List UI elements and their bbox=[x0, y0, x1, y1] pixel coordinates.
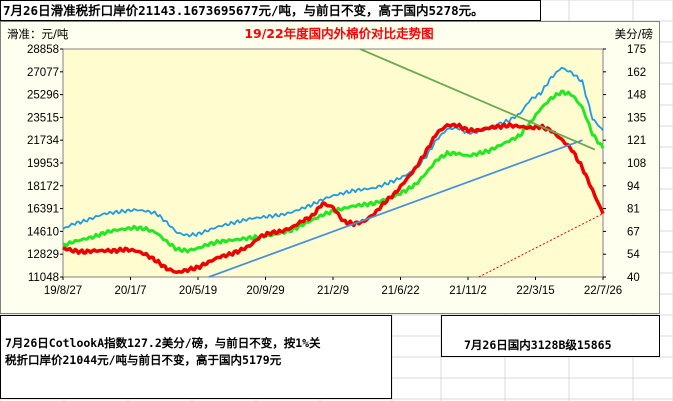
x-tick-label: 22/3/15 bbox=[516, 285, 554, 297]
x-tick-label: 20/9/29 bbox=[246, 285, 284, 297]
right-tick-label: 67 bbox=[627, 226, 640, 238]
right-tick-label: 162 bbox=[627, 67, 646, 79]
annotation-line-2 bbox=[478, 213, 604, 278]
domestic-price-note: 7月26日国内3128B级15865 bbox=[441, 315, 660, 357]
left-tick-label: 25296 bbox=[27, 90, 59, 102]
right-tick-label: 121 bbox=[627, 135, 646, 147]
right-tick-label: 135 bbox=[627, 112, 646, 124]
annotation-line-1 bbox=[359, 48, 596, 151]
plot-area bbox=[62, 48, 604, 278]
cotlook-note-line1: 7月26日CotlookA指数127.2美分/磅，与前日不变，按1%关 bbox=[5, 336, 321, 350]
right-tick-label: 148 bbox=[627, 90, 646, 102]
left-tick-label: 21734 bbox=[27, 135, 60, 147]
price-chart: 滑准：元/吨 美分/磅 19/22年度国内外棉价对比走势图 28858 27077… bbox=[0, 21, 660, 314]
right-tick-label: 54 bbox=[627, 249, 640, 261]
left-tick-label: 18172 bbox=[27, 181, 59, 193]
x-tick-label: 21/2/9 bbox=[317, 285, 349, 297]
x-tick-label: 22/7/26 bbox=[584, 285, 622, 297]
x-tick-label: 20/1/7 bbox=[115, 285, 147, 297]
top-price-note: 7月26日滑准税折口岸价21143.1673695677元/吨，与前日不变，高于… bbox=[0, 0, 541, 21]
chart-title: 19/22年度国内外棉价对比走势图 bbox=[244, 26, 433, 41]
right-tick-label: 81 bbox=[627, 204, 640, 216]
right-tick-label: 40 bbox=[627, 272, 640, 284]
chart-svg: 滑准：元/吨 美分/磅 19/22年度国内外棉价对比走势图 28858 27077… bbox=[7, 26, 653, 297]
right-tick-label: 94 bbox=[627, 181, 640, 193]
left-tick-label: 23515 bbox=[27, 112, 59, 124]
x-tick-label: 19/8/27 bbox=[44, 285, 82, 297]
right-tick-label: 108 bbox=[627, 158, 646, 170]
x-tick-label: 20/5/19 bbox=[179, 285, 217, 297]
annotation-line-0 bbox=[208, 139, 583, 278]
x-tick-label: 21/11/2 bbox=[449, 285, 487, 297]
left-tick-label: 28858 bbox=[27, 44, 59, 56]
series-line-2 bbox=[62, 122, 605, 274]
left-tick-label: 16391 bbox=[27, 204, 59, 216]
cotlook-index-note: 7月26日CotlookA指数127.2美分/磅，与前日不变，按1%关 税折口岸… bbox=[0, 315, 392, 399]
left-tick-label: 19953 bbox=[27, 158, 59, 170]
left-tick-label: 11048 bbox=[28, 272, 59, 284]
x-tick-label: 21/6/22 bbox=[381, 285, 419, 297]
left-tick-label: 27077 bbox=[27, 67, 59, 79]
right-tick-label: 175 bbox=[627, 44, 646, 56]
right-axis-unit: 美分/磅 bbox=[615, 27, 653, 41]
left-tick-label: 12829 bbox=[27, 249, 59, 261]
cotlook-note-line2: 税折口岸价21044元/吨与前日不变，高于国内5179元 bbox=[5, 353, 282, 367]
series-line-0 bbox=[62, 66, 604, 238]
left-axis-unit: 滑准：元/吨 bbox=[7, 27, 69, 41]
left-tick-label: 14610 bbox=[27, 226, 59, 238]
